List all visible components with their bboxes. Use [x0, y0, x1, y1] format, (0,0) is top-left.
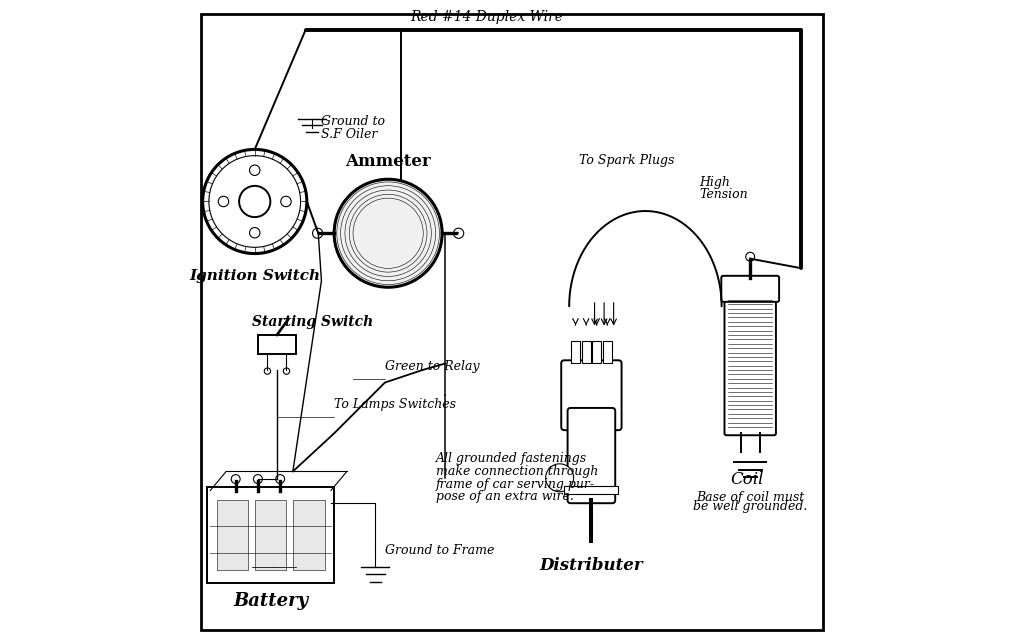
Text: Ammeter: Ammeter [345, 152, 431, 170]
Text: Ground to Frame: Ground to Frame [385, 544, 495, 557]
Bar [255, 500, 287, 570]
Bar [571, 341, 580, 364]
Text: Battery: Battery [233, 592, 308, 610]
Text: To Spark Plugs: To Spark Plugs [579, 154, 674, 167]
Bar [592, 341, 601, 364]
FancyBboxPatch shape [561, 360, 622, 430]
FancyBboxPatch shape [725, 292, 776, 435]
Text: Distributer: Distributer [540, 557, 643, 574]
Bar [217, 500, 249, 570]
Text: Starting Switch: Starting Switch [252, 315, 373, 329]
Bar [258, 335, 296, 354]
Text: frame of car serving pur-: frame of car serving pur- [436, 477, 595, 491]
Circle shape [546, 464, 573, 492]
Circle shape [250, 165, 260, 175]
FancyBboxPatch shape [567, 408, 615, 503]
Text: Base of coil must: Base of coil must [696, 491, 804, 503]
Text: be well grounded.: be well grounded. [693, 500, 807, 513]
Circle shape [240, 186, 270, 217]
Circle shape [264, 368, 270, 375]
Text: S.F Oiler: S.F Oiler [322, 128, 378, 141]
Text: Tension: Tension [699, 188, 748, 202]
Circle shape [334, 179, 442, 287]
FancyBboxPatch shape [207, 487, 334, 582]
Bar [582, 341, 591, 364]
Bar [293, 500, 325, 570]
Bar [564, 486, 618, 494]
FancyBboxPatch shape [721, 276, 779, 302]
Circle shape [250, 228, 260, 238]
Text: Ignition Switch: Ignition Switch [189, 269, 321, 283]
Text: pose of an extra wire.: pose of an extra wire. [436, 490, 573, 503]
Text: Coil: Coil [730, 471, 764, 489]
Circle shape [284, 368, 290, 375]
Circle shape [218, 197, 228, 207]
Text: Green to Relay: Green to Relay [385, 360, 479, 373]
Circle shape [231, 475, 240, 484]
Circle shape [745, 252, 755, 261]
Circle shape [281, 197, 291, 207]
Circle shape [312, 228, 323, 239]
Circle shape [254, 475, 262, 484]
Circle shape [454, 228, 464, 239]
Text: To Lamps Switches: To Lamps Switches [334, 398, 456, 411]
Text: Ground to: Ground to [322, 115, 385, 128]
Text: High: High [699, 176, 730, 189]
Circle shape [275, 475, 285, 484]
Text: make connection through: make connection through [436, 465, 598, 478]
Text: Red #14 Duplex Wire: Red #14 Duplex Wire [410, 10, 563, 24]
Bar [603, 341, 611, 364]
Text: All grounded fastenings: All grounded fastenings [436, 452, 587, 465]
